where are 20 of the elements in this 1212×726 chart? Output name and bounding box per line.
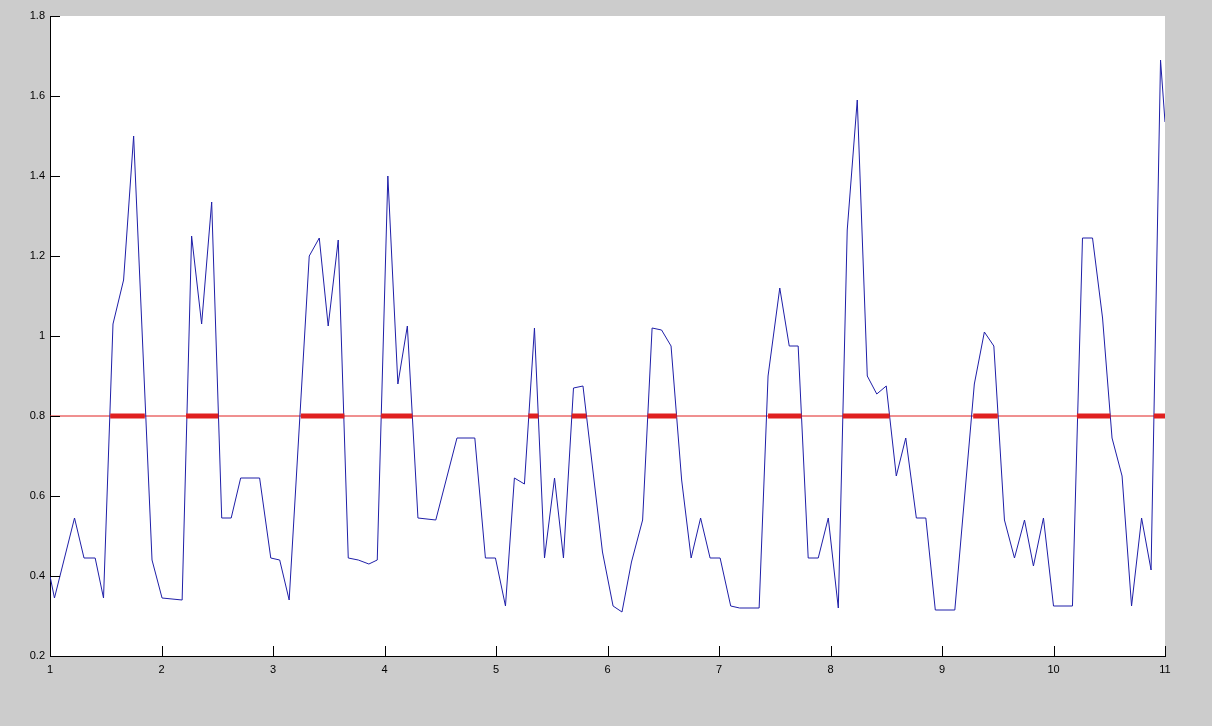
y-tick-label: 0.8 xyxy=(29,409,45,422)
x-tick-label: 5 xyxy=(492,662,500,675)
x-tick-label: 6 xyxy=(604,662,611,675)
y-tick-label: 1.2 xyxy=(29,249,45,262)
y-tick-label: 0.6 xyxy=(29,489,45,502)
x-tick-label: 10 xyxy=(1047,662,1060,675)
x-tick-label: 3 xyxy=(269,662,277,675)
y-tick-label: 1.4 xyxy=(29,169,45,182)
x-tick-label: 7 xyxy=(715,662,723,675)
y-tick-label: 1 xyxy=(38,329,45,342)
y-tick-label: 1.8 xyxy=(29,9,45,22)
x-tick-label: 4 xyxy=(381,662,388,675)
x-tick-label: 1 xyxy=(46,662,54,675)
y-tick-label: 0.2 xyxy=(29,649,45,662)
x-tick-label: 9 xyxy=(938,662,946,675)
x-tick-label: 2 xyxy=(158,662,165,675)
x-tick-label: 8 xyxy=(827,662,834,675)
x-tick-label: 11 xyxy=(1159,662,1171,675)
y-tick-label: 0.4 xyxy=(29,569,45,582)
y-tick-label: 1.6 xyxy=(29,89,45,102)
